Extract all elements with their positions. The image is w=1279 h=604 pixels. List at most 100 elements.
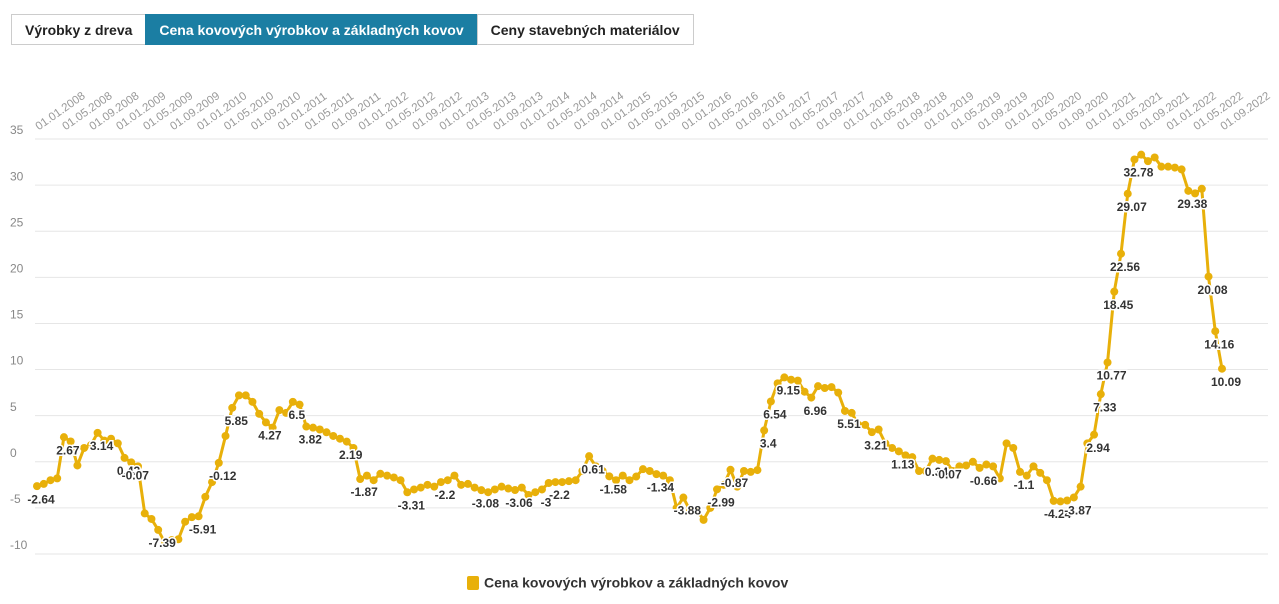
data-point — [874, 425, 883, 434]
data-point — [120, 453, 129, 462]
data-point — [484, 488, 493, 497]
data-point — [335, 434, 344, 443]
data-point — [1177, 165, 1186, 174]
data-label: 6.96 — [804, 404, 828, 418]
data-label: 10.77 — [1097, 369, 1127, 383]
data-label: 32.78 — [1123, 166, 1153, 180]
data-point — [248, 397, 257, 406]
data-point — [282, 408, 291, 417]
data-point — [894, 447, 903, 456]
data-point — [840, 406, 849, 415]
data-point — [867, 428, 876, 437]
data-point — [107, 434, 116, 443]
data-point — [814, 382, 823, 391]
data-point — [86, 441, 95, 450]
tab[interactable]: Cena kovových výrobkov a základných kovo… — [145, 14, 478, 45]
data-point — [73, 461, 82, 470]
data-point — [760, 426, 769, 435]
data-point — [228, 403, 237, 412]
data-point — [1197, 184, 1206, 193]
data-point — [140, 509, 149, 518]
data-point — [275, 406, 284, 415]
data-point — [935, 455, 944, 464]
data-point — [1164, 162, 1173, 171]
data-point — [329, 431, 338, 440]
data-point — [436, 478, 445, 487]
data-label: 20.08 — [1198, 283, 1228, 297]
data-label: 2.67 — [56, 443, 80, 457]
data-point — [1157, 162, 1166, 171]
data-point — [847, 408, 856, 417]
data-label: 14.16 — [1204, 337, 1234, 351]
data-label: 3.4 — [760, 437, 777, 451]
data-point — [504, 484, 513, 493]
data-point — [410, 485, 419, 494]
data-label: 4.27 — [258, 429, 282, 443]
data-point — [975, 463, 984, 472]
data-label: -3.88 — [674, 504, 702, 518]
data-point — [59, 433, 68, 442]
y-tick-label: 25 — [10, 215, 24, 229]
data-label: -1.1 — [1014, 478, 1035, 492]
data-point — [423, 480, 432, 489]
data-point — [1076, 482, 1085, 491]
data-point — [746, 467, 755, 476]
data-point — [369, 476, 378, 485]
data-label: -0.07 — [122, 469, 150, 483]
tab[interactable]: Ceny stavebných materiálov — [476, 14, 694, 45]
data-point — [349, 443, 358, 452]
data-point — [733, 482, 742, 491]
data-point — [632, 472, 641, 481]
data-label: 18.45 — [1103, 298, 1133, 312]
data-label: 29.38 — [1177, 197, 1207, 211]
data-point — [1049, 496, 1058, 505]
data-point — [133, 462, 142, 471]
data-point — [652, 470, 661, 479]
data-point — [221, 431, 230, 440]
y-tick-label: 5 — [10, 400, 17, 414]
data-point — [706, 503, 715, 512]
data-point — [908, 453, 917, 462]
data-label: 3.82 — [299, 433, 323, 447]
data-point — [46, 476, 55, 485]
data-label: -0.66 — [970, 474, 998, 488]
data-point — [497, 482, 506, 491]
data-point — [309, 423, 318, 432]
data-point — [194, 512, 203, 521]
data-point — [692, 505, 701, 514]
data-point — [672, 503, 681, 512]
data-point — [288, 397, 297, 406]
data-point — [793, 376, 802, 385]
data-label: 1.13 — [891, 458, 915, 472]
data-point — [342, 437, 351, 446]
tab[interactable]: Výrobky z dreva — [11, 14, 147, 45]
data-point — [915, 467, 924, 475]
data-point — [517, 483, 526, 492]
data-point — [551, 478, 560, 487]
data-point — [861, 420, 870, 429]
legend-marker — [467, 576, 479, 590]
data-point — [208, 478, 217, 487]
data-label: -3.87 — [1064, 504, 1092, 518]
data-point — [659, 471, 668, 480]
data-point — [160, 538, 169, 547]
data-point — [100, 436, 109, 445]
data-label: -3.31 — [398, 498, 426, 512]
data-point — [948, 467, 957, 475]
data-point — [834, 388, 843, 397]
data-label: 9.15 — [777, 384, 801, 398]
data-point — [1204, 272, 1213, 281]
data-point — [167, 536, 176, 545]
data-point — [80, 443, 89, 452]
data-point — [450, 471, 459, 480]
data-point — [1130, 155, 1139, 164]
data-point — [618, 471, 627, 480]
data-point — [1056, 497, 1065, 506]
data-point — [1150, 153, 1159, 162]
data-point — [443, 476, 452, 485]
data-point — [362, 471, 371, 480]
data-label: 6.5 — [289, 408, 306, 422]
data-point — [531, 488, 540, 497]
